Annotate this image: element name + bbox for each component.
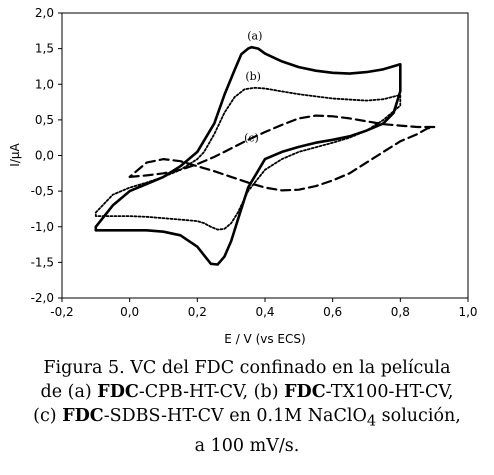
y-tick-label: -1,5 xyxy=(31,255,54,269)
caption-subscript: 4 xyxy=(366,412,377,430)
curve-label-b: (b) xyxy=(245,70,261,83)
x-axis-title: E / V (vs ECS) xyxy=(224,332,305,346)
caption-line-2: de (a) FDC-CPB-HT-CV, (b) FDC-TX100-HT-C… xyxy=(0,380,494,404)
x-tick-label: 0,8 xyxy=(391,305,410,319)
caption-bold-fdc: FDC xyxy=(284,382,326,402)
x-tick-label: 0,6 xyxy=(323,305,342,319)
series-line-b xyxy=(94,86,402,231)
caption-line-3: (c) FDC-SDBS-HT-CV en 0.1M NaClO4 soluci… xyxy=(0,404,494,434)
y-tick-label: 0,0 xyxy=(35,149,54,163)
caption-text: -SDBS-HT-CV en 0.1M NaClO xyxy=(103,406,367,426)
x-tick-label: 0,4 xyxy=(255,305,274,319)
y-tick-label: 1,0 xyxy=(35,77,54,91)
plot-border xyxy=(61,12,469,299)
y-tick-label: 0,5 xyxy=(35,113,54,127)
y-tick-label: -0,5 xyxy=(31,184,54,198)
x-tick-label: 1,0 xyxy=(458,305,477,319)
series-layer xyxy=(94,45,436,266)
y-tick-label: 2,0 xyxy=(35,6,54,20)
caption-text: (c) xyxy=(33,406,63,426)
caption-bold-fdc: FDC xyxy=(97,382,139,402)
y-tick-label: 1,5 xyxy=(35,42,54,56)
caption-text: solución, xyxy=(376,406,461,426)
y-tick-label: -1,0 xyxy=(31,220,54,234)
caption-text: -CPB-HT-CV, (b) xyxy=(138,382,285,402)
caption-line-4: a 100 mV/s. xyxy=(194,435,300,456)
caption-line-1: Figura 5. VC del FDC confinado en la pel… xyxy=(43,358,451,378)
caption-bold-fdc: FDC xyxy=(62,406,104,426)
x-tick-label: 0,0 xyxy=(120,305,139,319)
x-tick-label: -0,2 xyxy=(50,305,73,319)
y-tick-label: -2,0 xyxy=(31,291,54,305)
series-line-c xyxy=(128,114,436,192)
cyclic-voltammogram-chart: -0,2 0,0 0,2 0,4 0,6 0,8 1,0 2,0 1,5 1,0 0,5 0,0 -0,… xyxy=(8,6,478,346)
curve-labels: (a) (b) (c) xyxy=(244,29,262,144)
axis-ticks: -0,2 0,0 0,2 0,4 0,6 0,8 1,0 2,0 1,5 1,0 0,5 0,0 -0,… xyxy=(31,6,478,319)
x-tick-label: 0,2 xyxy=(188,305,207,319)
figure-caption: Figura 5. VC del FDC confinado en la pel… xyxy=(0,356,494,458)
curve-label-a: (a) xyxy=(247,29,262,42)
caption-text: -TX100-HT-CV, xyxy=(325,382,454,402)
y-axis-title: I/µA xyxy=(8,143,22,167)
plot-area xyxy=(61,12,469,299)
caption-text: de (a) xyxy=(40,382,98,402)
curve-label-c: (c) xyxy=(244,131,259,144)
series-line-a xyxy=(94,45,402,266)
